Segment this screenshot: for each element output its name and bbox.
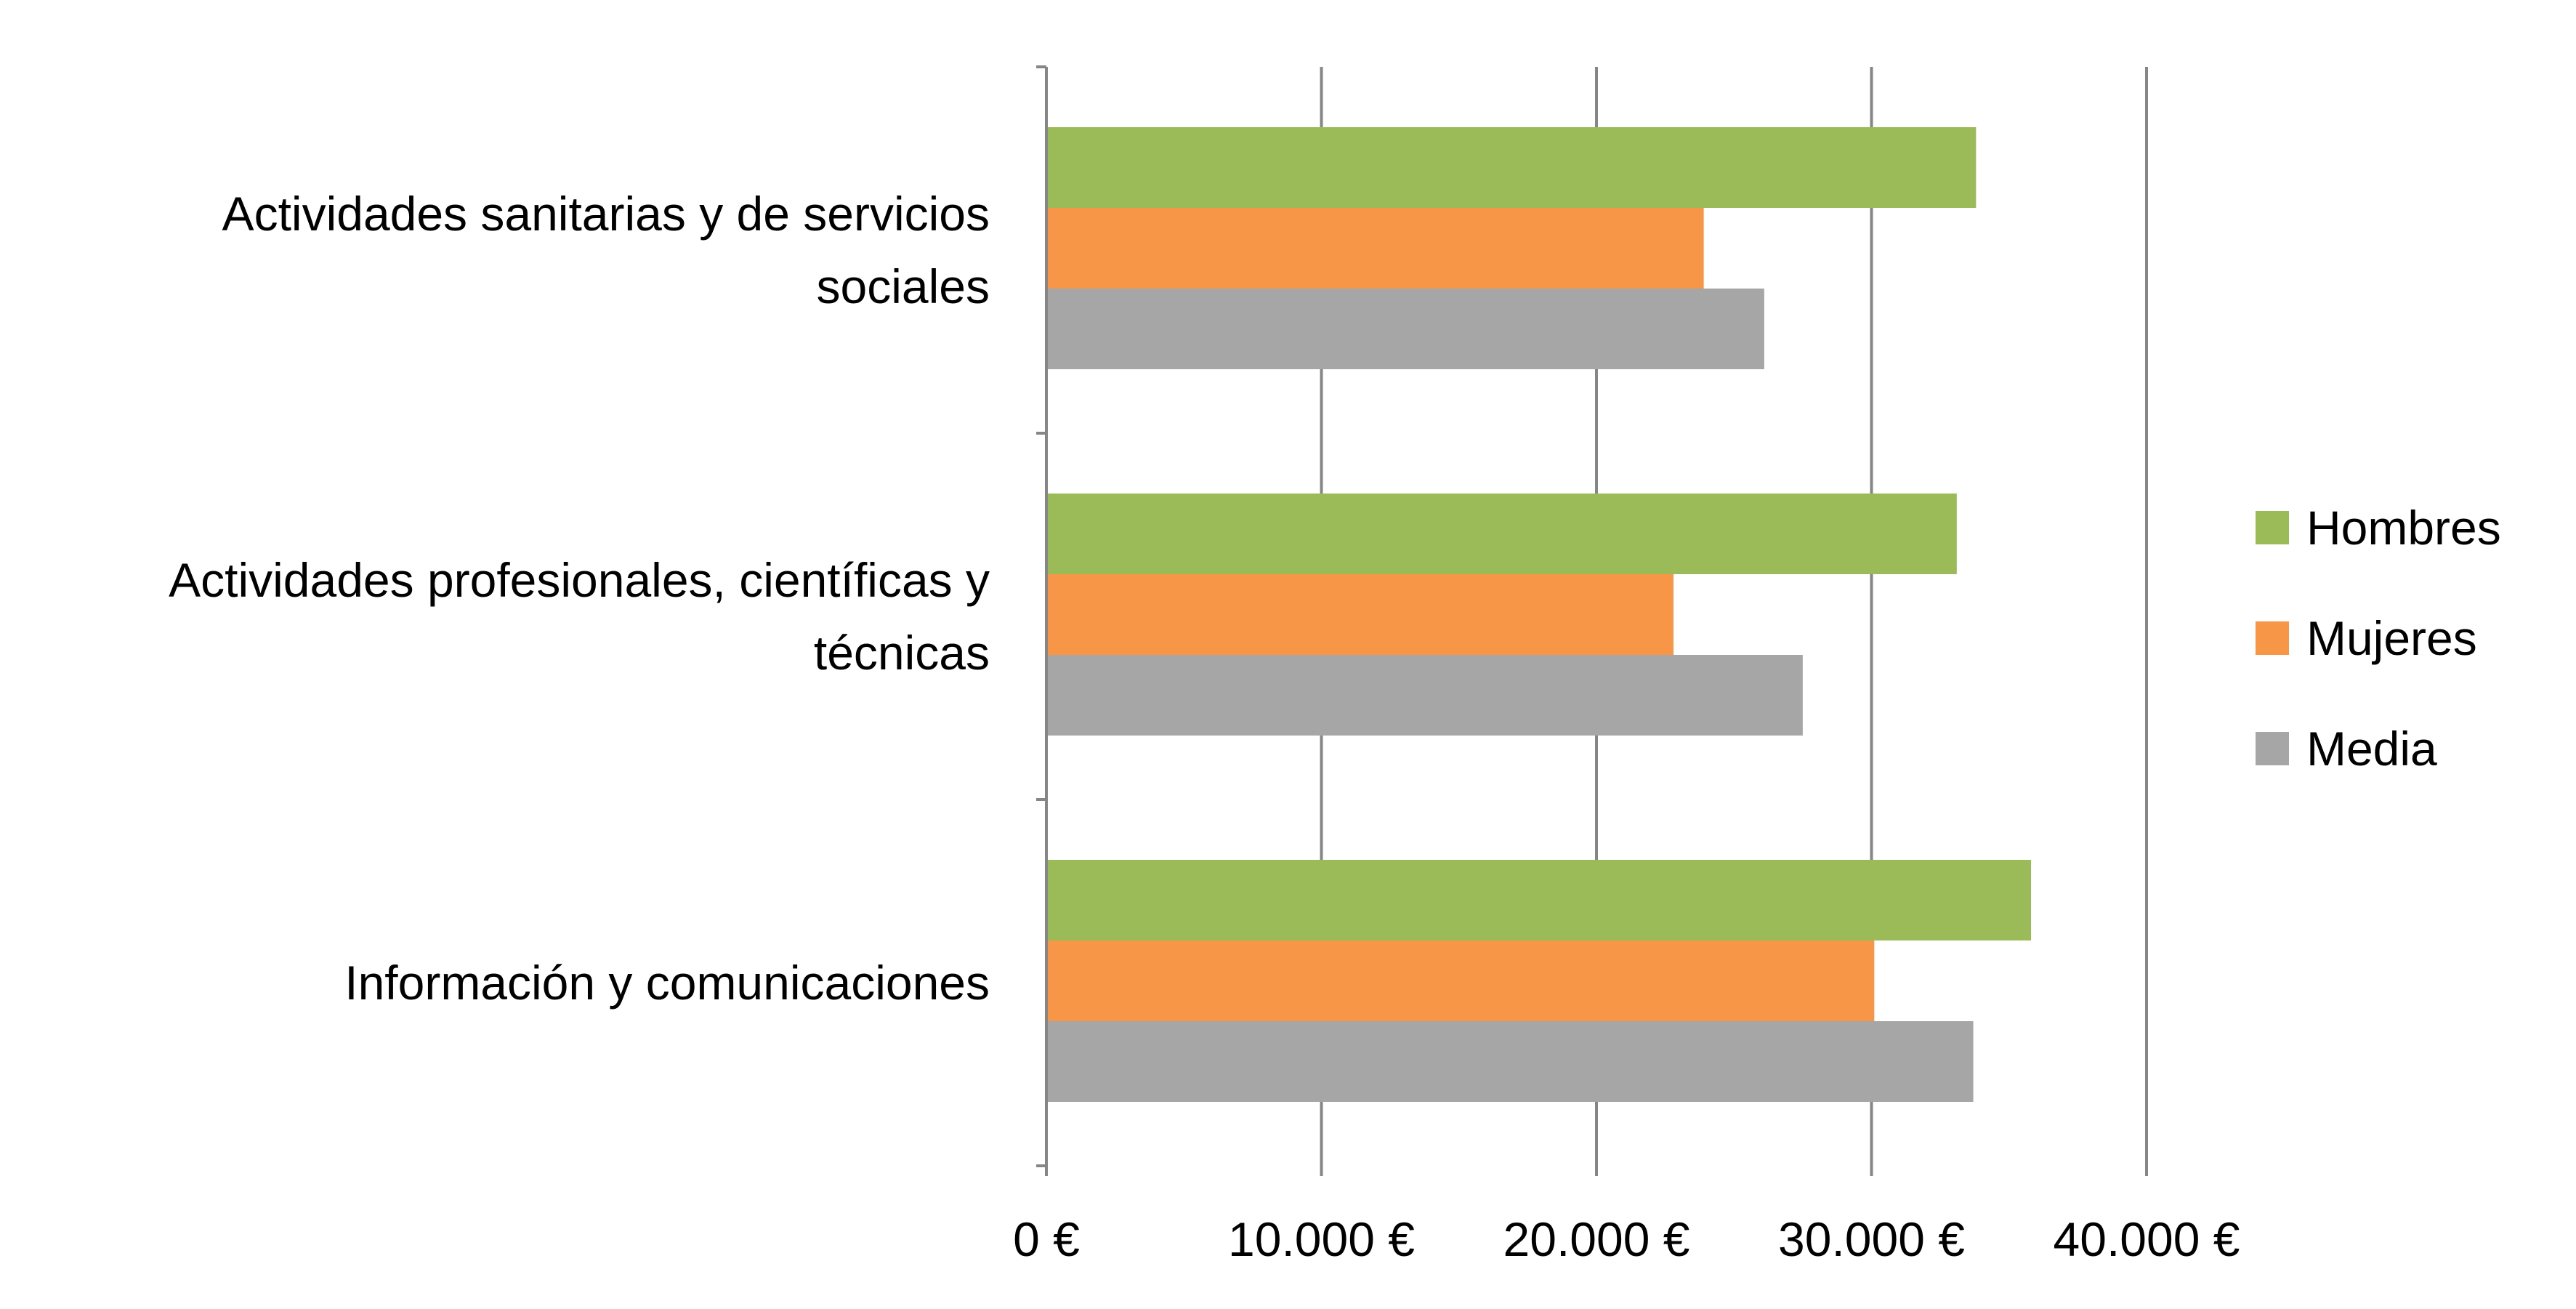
legend-label-hombres: Hombres (2306, 501, 2501, 555)
x-tick-label: 10.000 € (1228, 1212, 1415, 1266)
legend-label-mujeres: Mujeres (2306, 611, 2477, 665)
bar-mujeres (1046, 574, 1673, 655)
legend-label-media: Media (2306, 722, 2437, 776)
bar-mujeres (1046, 941, 1875, 1021)
category-label: Información y comunicaciones (344, 956, 990, 1010)
bar-media (1046, 655, 1803, 736)
bar-hombres (1046, 860, 2032, 941)
legend: Hombres Mujeres Media (2256, 501, 2501, 776)
legend-swatch-hombres (2256, 511, 2289, 544)
x-tick-label: 30.000 € (1778, 1212, 1965, 1266)
bars (1046, 127, 2032, 1102)
legend-swatch-media (2256, 732, 2289, 765)
x-tick-labels: 0 € 10.000 € 20.000 € 30.000 € 40.000 € (1013, 1212, 2240, 1266)
x-tick-label: 20.000 € (1503, 1212, 1690, 1266)
legend-swatch-mujeres (2256, 621, 2289, 655)
category-label-line: Información y comunicaciones (344, 956, 990, 1010)
x-tick-label: 40.000 € (2054, 1212, 2240, 1266)
bar-mujeres (1046, 208, 1704, 289)
category-label: Actividades sanitarias y de servicios soc… (222, 187, 990, 313)
bar-media (1046, 289, 1764, 369)
category-label-line: sociales (817, 259, 990, 313)
bar-hombres (1046, 127, 1977, 208)
category-label: Actividades profesionales, científicas y… (169, 553, 990, 680)
category-label-line: Actividades sanitarias y de servicios (222, 187, 990, 241)
bar-hombres (1046, 494, 1957, 574)
category-label-line: técnicas (814, 626, 990, 680)
category-label-line: Actividades profesionales, científicas y (169, 553, 990, 607)
axes (1036, 65, 2148, 1176)
bar-media (1046, 1021, 1974, 1102)
x-tick-label: 0 € (1013, 1212, 1080, 1266)
category-labels: Actividades sanitarias y de servicios soc… (169, 187, 990, 1010)
